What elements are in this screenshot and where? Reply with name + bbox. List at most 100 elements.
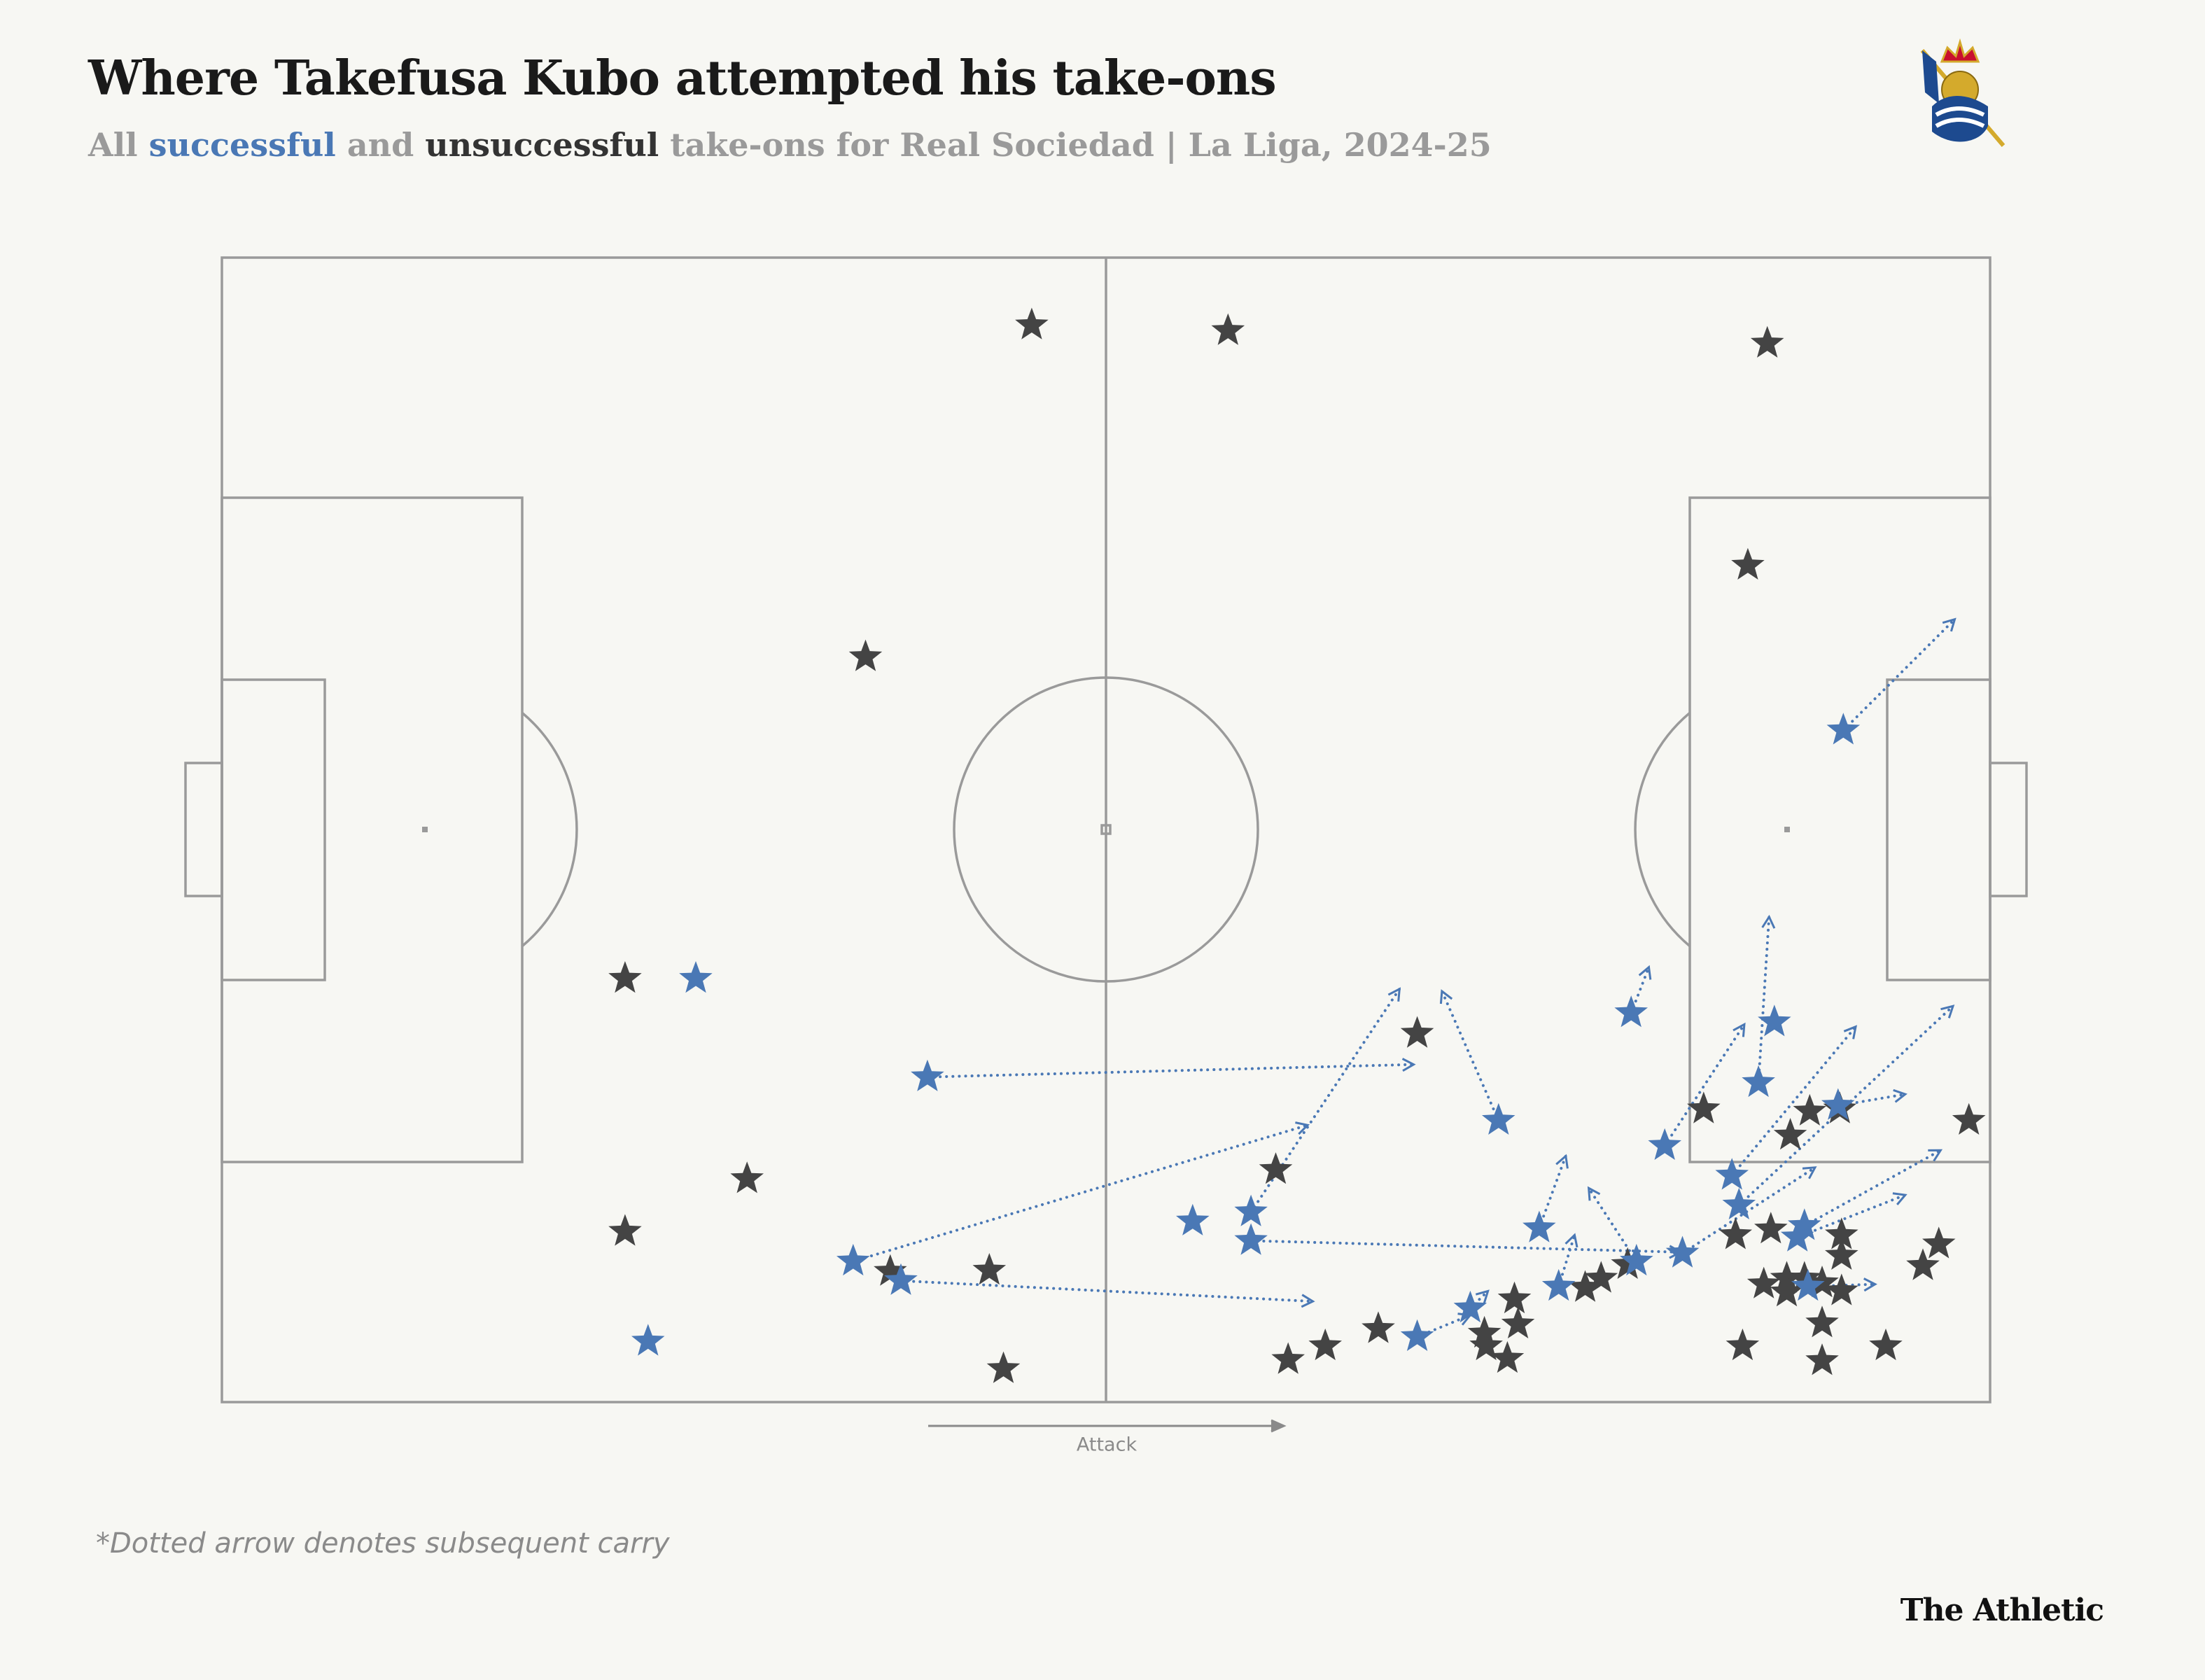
carry-head [1892,1192,1907,1205]
take-on [1805,1306,1839,1338]
carries [851,617,1956,1338]
take-on [1805,1343,1839,1376]
carry-head [1564,1233,1578,1248]
take-on [1687,1091,1721,1124]
points [608,307,1986,1383]
take-on [1825,1217,1858,1250]
carry-line [1757,915,1771,1084]
take-on [1614,995,1648,1028]
carry-line [899,1279,1315,1303]
carry-head [1638,965,1652,980]
take-on [1780,1219,1814,1252]
footnote: *Dotted arrow denotes subsequent carry [96,1527,670,1560]
carry-line [1250,1239,1682,1254]
carry-head [1928,1149,1943,1162]
carry-head [1301,1294,1315,1308]
take-on [1259,1152,1293,1184]
carry-head [1940,1004,1955,1018]
take-on [1773,1118,1807,1150]
take-on [1648,1128,1681,1160]
take-on [679,961,713,993]
take-on [1501,1306,1535,1338]
penalty-box [220,496,524,1163]
chart-title: Where Takefusa Kubo attempted his take-o… [88,50,1277,106]
take-on [1211,313,1245,345]
carry-head [1555,1154,1569,1169]
goal [1989,762,2028,897]
carry-head [1802,1166,1817,1180]
carry-head [1863,1278,1877,1292]
take-on [1308,1328,1342,1361]
take-on [1522,1210,1556,1242]
penalty-box [1688,496,1991,1163]
carry-line [851,1124,1309,1263]
take-on [1793,1093,1827,1126]
take-on [1568,1270,1602,1302]
take-on [1467,1315,1502,1348]
carry-head [1295,1121,1310,1135]
crest-crown [1940,38,1980,63]
legend-entry: successful [148,126,336,164]
source: The Athletic [1900,1592,2104,1628]
carry-head [1475,1289,1490,1304]
carry-head [1439,989,1453,1004]
take-on [730,1161,764,1194]
take-on [1869,1328,1903,1361]
legend-entry: unsuccessful [425,126,659,164]
penalty-spot [422,827,428,832]
take-on [1952,1102,1986,1135]
center-spot [1100,824,1112,835]
take-on [1746,1266,1781,1298]
take-on [1620,1243,1653,1276]
carry-line [1663,1023,1746,1147]
carry-line [925,1063,1415,1079]
take-on [1821,1088,1855,1120]
take-on [1482,1102,1516,1135]
take-on [884,1263,918,1295]
take-on [1176,1203,1210,1236]
take-on [911,1059,944,1091]
carry-line [1681,1166,1816,1255]
take-on [986,1351,1021,1383]
carry-line [1730,1025,1858,1177]
carry-head [1387,987,1401,1002]
penalty-arc [1634,712,1691,947]
attack-arrow: Attack [928,1419,1287,1456]
carry-line [1537,1154,1567,1230]
carry-head [1893,1088,1907,1103]
take-on [1791,1268,1825,1301]
take-on [1731,547,1765,580]
take-on [1362,1311,1395,1343]
take-on [1726,1328,1760,1361]
carry-line [1587,1186,1638,1263]
take-on [874,1254,907,1286]
attack-head [1270,1419,1287,1433]
carry-head [1761,914,1776,929]
carry-head [1942,617,1956,632]
take-on [1271,1342,1305,1374]
take-on [1469,1328,1503,1361]
take-on [972,1253,1007,1285]
take-on [1400,1319,1434,1351]
pitch [184,256,2028,1404]
carry-line [1557,1233,1576,1288]
take-on [1665,1236,1700,1268]
take-on [1400,1016,1434,1048]
carry-head [1587,1186,1601,1201]
carry-head [1732,1022,1746,1037]
penalty-arc [521,712,578,947]
take-on [1584,1261,1618,1293]
take-on [1770,1275,1804,1307]
carry-line [1630,965,1651,1015]
carry-line [1440,990,1500,1122]
six-yard-box [1886,678,1991,981]
subtitle-text: take-ons for Real Sociedad | La Liga, 20… [670,126,1492,164]
take-on [1922,1226,1956,1259]
take-on [1758,1004,1791,1037]
take-on [1718,1217,1752,1250]
carry-line [1806,1282,1877,1288]
take-on [631,1324,665,1356]
take-on [1541,1268,1576,1301]
